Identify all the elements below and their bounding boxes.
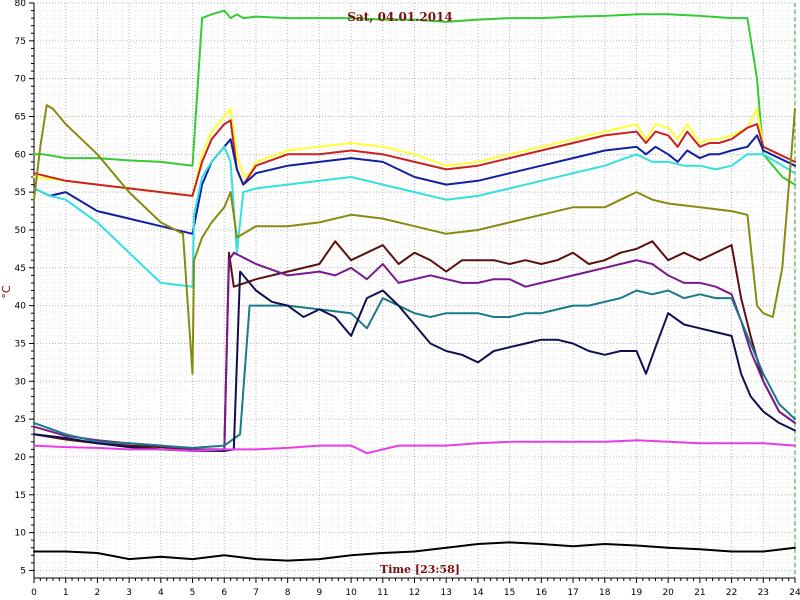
series-line-6: [33, 104, 796, 375]
x-tick-label: 10: [345, 588, 357, 598]
chart-title: Sat, 04.01.2014: [347, 10, 453, 24]
y-tick-label: 45: [15, 264, 26, 274]
x-tick-label: 14: [472, 588, 484, 598]
x-tick-label: 15: [504, 588, 515, 598]
y-axis-title: °C: [0, 285, 13, 299]
series-line-7: [33, 240, 796, 452]
y-tick-label: 20: [15, 453, 27, 463]
x-tick-label: 18: [599, 588, 611, 598]
series-lines: [33, 9, 796, 562]
x-tick-label: 4: [158, 588, 164, 598]
series-line-12: [33, 541, 796, 562]
x-tick-label: 22: [726, 588, 737, 598]
y-tick-label: 10: [15, 529, 27, 539]
x-tick-label: 23: [758, 588, 769, 598]
y-tick-label: 25: [15, 415, 26, 425]
series-line-3: [33, 119, 796, 197]
y-tick-label: 30: [15, 377, 27, 387]
x-axis-title: Time [23:58]: [380, 563, 460, 576]
y-tick-label: 60: [15, 150, 27, 160]
y-tick-label: 50: [15, 226, 27, 236]
y-tick-label: 35: [15, 339, 26, 349]
x-tick-label: 20: [662, 588, 674, 598]
y-tick-label: 80: [15, 0, 27, 9]
x-tick-label: 9: [317, 588, 323, 598]
y-tick-label: 15: [15, 491, 26, 501]
tick-labels: 0 1 2 3 4 5 6 7 8 9 10 11 12 13 14 15 16 17 18 19 20 21 22 23 24…: [15, 0, 800, 598]
x-tick-label: 5: [190, 588, 196, 598]
series-line-2: [33, 107, 796, 197]
plot-frame: [29, 2, 796, 583]
series-line-8: [33, 251, 796, 451]
x-tick-label: 2: [95, 588, 101, 598]
series-line-9: [33, 289, 796, 449]
y-tick-label: 70: [15, 75, 27, 85]
x-tick-label: 13: [440, 588, 451, 598]
x-tick-label: 19: [631, 588, 643, 598]
y-tick-label: 55: [15, 188, 26, 198]
x-tick-label: 17: [567, 588, 578, 598]
x-tick-label: 7: [253, 588, 259, 598]
y-tick-label: 75: [15, 37, 26, 47]
y-tick-label: 65: [15, 112, 26, 122]
x-tick-label: 3: [126, 588, 132, 598]
x-tick-label: 16: [536, 588, 548, 598]
x-tick-label: 1: [63, 588, 69, 598]
x-tick-label: 11: [377, 588, 388, 598]
x-tick-label: 6: [221, 588, 227, 598]
x-tick-label: 21: [694, 588, 705, 598]
x-tick-label: 12: [409, 588, 420, 598]
y-tick-label: 40: [15, 302, 27, 312]
x-tick-label: 24: [789, 588, 800, 598]
x-tick-label: 0: [31, 588, 37, 598]
x-tick-label: 8: [285, 588, 291, 598]
series-line-11: [33, 439, 796, 455]
series-line-10: [33, 270, 796, 452]
series-line-4: [33, 134, 796, 235]
series-line-1: [33, 9, 796, 186]
y-tick-label: 5: [20, 566, 26, 576]
